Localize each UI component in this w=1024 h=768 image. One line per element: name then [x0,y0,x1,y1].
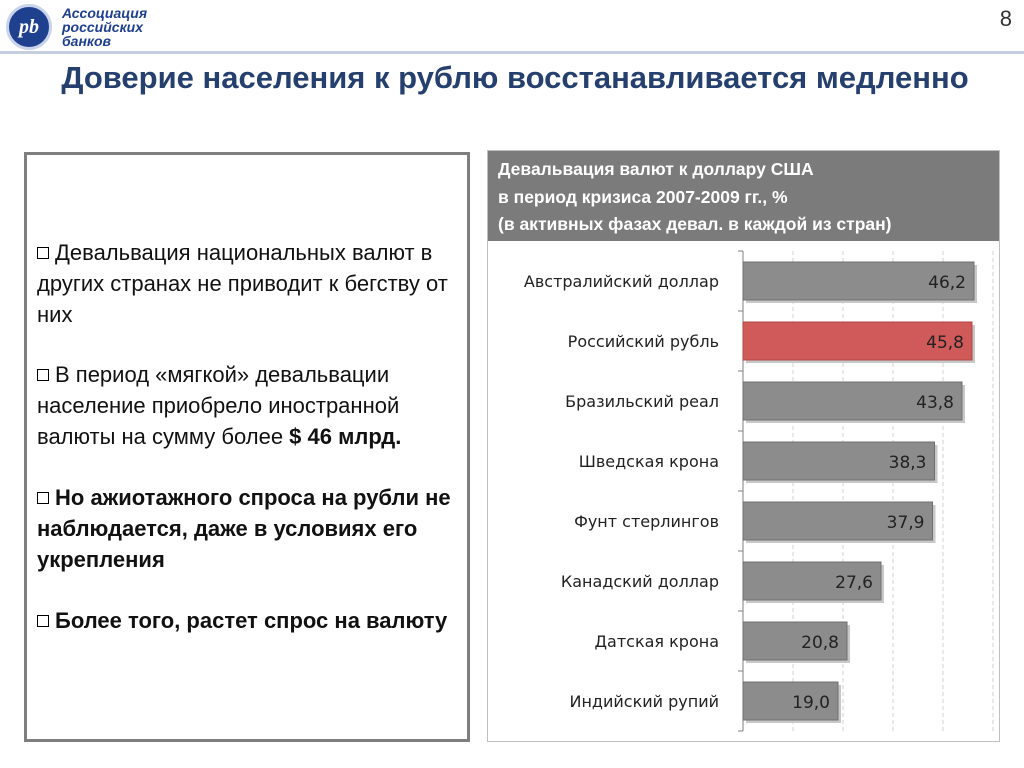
bullet-text: Более того, растет спрос на валюту [55,608,448,633]
bar [742,441,935,481]
slide-number: 8 [999,6,1012,31]
category-label: Индийский рупий [569,692,719,711]
value-label: 20,8 [801,633,839,653]
value-label: 45,8 [926,333,964,353]
logo-text-line: российских [62,19,143,35]
category-label: Шведская крона [579,452,719,471]
bar [742,561,882,601]
logo-text-line: банков [62,33,112,49]
bullet-text: Девальвация национальных валют в других … [37,240,448,327]
value-label: 38,3 [889,453,927,473]
bullet-item: Девальвация национальных валют в других … [37,237,467,330]
bullet-item: Более того, растет спрос на валюту [37,605,467,636]
value-label: 43,8 [916,393,954,413]
category-label: Австралийский доллар [524,272,719,291]
text-panel: Девальвация национальных валют в других … [24,152,470,742]
chart-header: Девальвация валют к доллару США в период… [488,151,999,241]
logo-mark: pb [6,4,52,50]
checkbox-bullet-icon [37,369,49,381]
bullet-highlight-amount: $ 46 млрд. [289,424,402,449]
checkbox-bullet-icon [37,492,49,504]
logo-text-line: Ассоциация [62,5,148,21]
chart-title-line: Девальвация валют к доллару США [498,159,814,179]
category-label: Фунт стерлингов [574,512,719,531]
logo: pb Ассоциация российских банков [6,4,186,50]
bar [742,381,963,421]
category-label: Бразильский реал [565,392,719,411]
header-divider [0,51,1024,54]
category-label: Датская крона [595,632,719,651]
chart-panel: Девальвация валют к доллару США в период… [487,150,1000,742]
category-label: Канадский доллар [561,572,719,591]
value-label: 46,2 [928,273,966,293]
bar [742,501,933,541]
checkbox-bullet-icon [37,615,49,627]
bar [742,621,848,661]
bullet-item: В период «мягкой» девальвации население … [37,359,467,452]
bar-highlight [742,321,973,361]
checkbox-bullet-icon [37,247,49,259]
bullet-text: В период «мягкой» девальвации население … [37,362,400,449]
value-label: 27,6 [835,573,873,593]
bar [742,261,975,301]
slide-title: Доверие населения к рублю восстанавливае… [61,60,969,95]
bar-chart: Австралийский доллар 46,2 Российский рубль… [524,250,994,732]
bullet-text: Но ажиотажного спроса на рубли не наблюд… [37,485,451,572]
chart-title-line: в период кризиса 2007-2009 гг., % [498,187,788,207]
logo-text: Ассоциация российских банков [62,6,182,48]
value-label: 37,9 [887,513,925,533]
value-label: 19,0 [792,693,830,713]
bullet-item: Но ажиотажного спроса на рубли не наблюд… [37,482,467,575]
bar [742,681,839,721]
category-label: Российский рубль [568,332,719,351]
chart-title-line: (в активных фазах девал. в каждой из стр… [498,214,892,234]
